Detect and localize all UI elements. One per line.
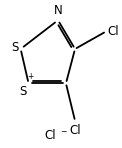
Text: +: +: [27, 73, 33, 81]
Text: S: S: [11, 41, 18, 54]
Text: −: −: [60, 127, 67, 136]
Text: N: N: [54, 4, 62, 17]
Text: Cl: Cl: [69, 124, 81, 137]
Text: S: S: [19, 85, 26, 98]
Text: Cl: Cl: [108, 25, 119, 38]
Text: Cl: Cl: [44, 129, 56, 142]
